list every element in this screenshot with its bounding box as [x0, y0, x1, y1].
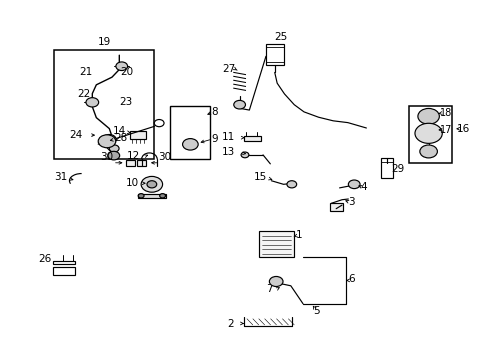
Text: 16: 16: [455, 124, 468, 134]
Text: 18: 18: [439, 108, 451, 118]
Bar: [130, 131, 145, 139]
Text: 20: 20: [121, 67, 134, 77]
Text: 21: 21: [80, 67, 93, 77]
Circle shape: [116, 62, 127, 71]
Text: 22: 22: [78, 89, 91, 99]
Circle shape: [109, 145, 119, 152]
Circle shape: [417, 108, 438, 124]
Bar: [137, 160, 146, 166]
Circle shape: [98, 135, 116, 148]
Circle shape: [269, 276, 283, 287]
Text: 24: 24: [70, 130, 83, 140]
Text: 4: 4: [360, 182, 366, 192]
Circle shape: [154, 120, 163, 127]
Circle shape: [419, 145, 436, 158]
Circle shape: [233, 100, 245, 109]
Text: 19: 19: [98, 37, 111, 47]
Text: 29: 29: [390, 164, 404, 174]
Text: 25: 25: [273, 32, 286, 41]
Text: 14: 14: [112, 126, 125, 136]
Text: 17: 17: [439, 125, 451, 135]
Circle shape: [159, 194, 165, 198]
Text: 30: 30: [100, 152, 113, 162]
Text: 27: 27: [222, 64, 235, 74]
Bar: [408, 106, 451, 163]
Bar: [330, 203, 342, 211]
Text: 7: 7: [266, 284, 273, 294]
Bar: [53, 261, 75, 264]
Circle shape: [182, 139, 198, 150]
Text: 23: 23: [120, 97, 133, 107]
Bar: [138, 194, 165, 198]
Circle shape: [138, 194, 144, 198]
Bar: [243, 136, 260, 140]
Circle shape: [414, 123, 441, 143]
Circle shape: [241, 152, 248, 158]
Text: 8: 8: [211, 108, 217, 117]
Circle shape: [347, 180, 359, 189]
Circle shape: [102, 135, 116, 144]
Text: 11: 11: [222, 132, 235, 142]
Circle shape: [147, 181, 157, 188]
Circle shape: [86, 98, 99, 107]
Bar: [265, 44, 283, 65]
Bar: [170, 106, 210, 159]
Text: 30: 30: [158, 152, 171, 162]
Text: 12: 12: [127, 150, 140, 161]
Circle shape: [141, 176, 162, 192]
Text: 28: 28: [114, 133, 127, 143]
Bar: [54, 50, 154, 159]
Bar: [380, 158, 392, 178]
Text: 5: 5: [313, 306, 319, 316]
Text: 2: 2: [227, 319, 234, 329]
Circle shape: [108, 151, 120, 160]
Bar: [53, 267, 75, 275]
Bar: [126, 160, 135, 166]
Text: 15: 15: [253, 172, 266, 182]
Text: 3: 3: [348, 197, 354, 207]
Text: 10: 10: [125, 177, 139, 188]
Text: 9: 9: [211, 134, 217, 144]
Text: 1: 1: [295, 230, 302, 240]
Bar: [259, 231, 294, 257]
Text: 13: 13: [222, 147, 235, 157]
Text: 31: 31: [54, 172, 67, 182]
Text: 26: 26: [38, 254, 51, 264]
Text: 6: 6: [348, 274, 354, 284]
Circle shape: [286, 181, 296, 188]
